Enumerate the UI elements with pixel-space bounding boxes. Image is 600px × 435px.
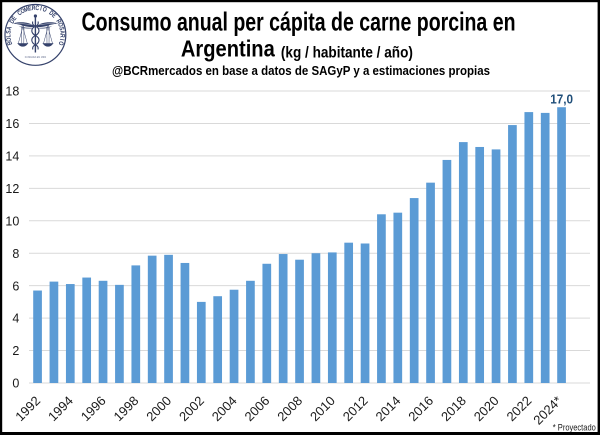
svg-text:S: S bbox=[6, 30, 13, 34]
svg-text:O: O bbox=[41, 7, 47, 15]
svg-text:E: E bbox=[11, 15, 18, 22]
svg-text:L: L bbox=[6, 34, 13, 38]
svg-text:12: 12 bbox=[5, 182, 19, 196]
svg-text:S: S bbox=[57, 26, 64, 31]
svg-text:O: O bbox=[56, 40, 64, 46]
svg-text:E: E bbox=[28, 6, 33, 13]
svg-text:R: R bbox=[54, 19, 62, 26]
svg-text:16: 16 bbox=[5, 117, 19, 131]
svg-text:6: 6 bbox=[12, 279, 19, 293]
svg-text:@BCRmercados en base a datos d: @BCRmercados en base a datos de SAGyP y … bbox=[112, 63, 490, 78]
svg-text:Argentina: Argentina bbox=[181, 35, 275, 61]
svg-text:2: 2 bbox=[12, 344, 19, 358]
svg-text:O: O bbox=[56, 22, 64, 29]
svg-text:(kg / habitante / año): (kg / habitante / año) bbox=[281, 45, 413, 62]
svg-text:FUNDADA EN 1884: FUNDADA EN 1884 bbox=[25, 56, 47, 59]
svg-text:D: D bbox=[9, 18, 17, 25]
svg-text:A: A bbox=[6, 25, 14, 31]
svg-text:A: A bbox=[58, 30, 65, 35]
svg-text:C: C bbox=[17, 10, 24, 18]
svg-text:D: D bbox=[47, 10, 54, 18]
svg-text:O: O bbox=[6, 37, 13, 42]
svg-text:14: 14 bbox=[5, 149, 19, 163]
svg-text:C: C bbox=[35, 5, 40, 12]
svg-text:B: B bbox=[7, 40, 15, 46]
svg-text:R: R bbox=[58, 34, 65, 39]
svg-text:* Proyectado: * Proyectado bbox=[553, 422, 596, 432]
svg-text:8: 8 bbox=[12, 247, 19, 261]
svg-text:M: M bbox=[23, 6, 29, 14]
svg-text:18: 18 bbox=[5, 85, 19, 99]
svg-text:E: E bbox=[50, 13, 57, 20]
svg-text:17,0: 17,0 bbox=[550, 92, 573, 107]
svg-text:4: 4 bbox=[12, 312, 19, 326]
svg-text:R: R bbox=[31, 5, 36, 12]
svg-text:O: O bbox=[20, 8, 27, 16]
svg-text:10: 10 bbox=[5, 214, 19, 228]
svg-text:0: 0 bbox=[12, 377, 19, 391]
svg-text:Consumo anual per cápita de ca: Consumo anual per cápita de carne porcin… bbox=[82, 7, 516, 37]
svg-text:I: I bbox=[39, 6, 42, 13]
svg-text:I: I bbox=[58, 38, 65, 41]
